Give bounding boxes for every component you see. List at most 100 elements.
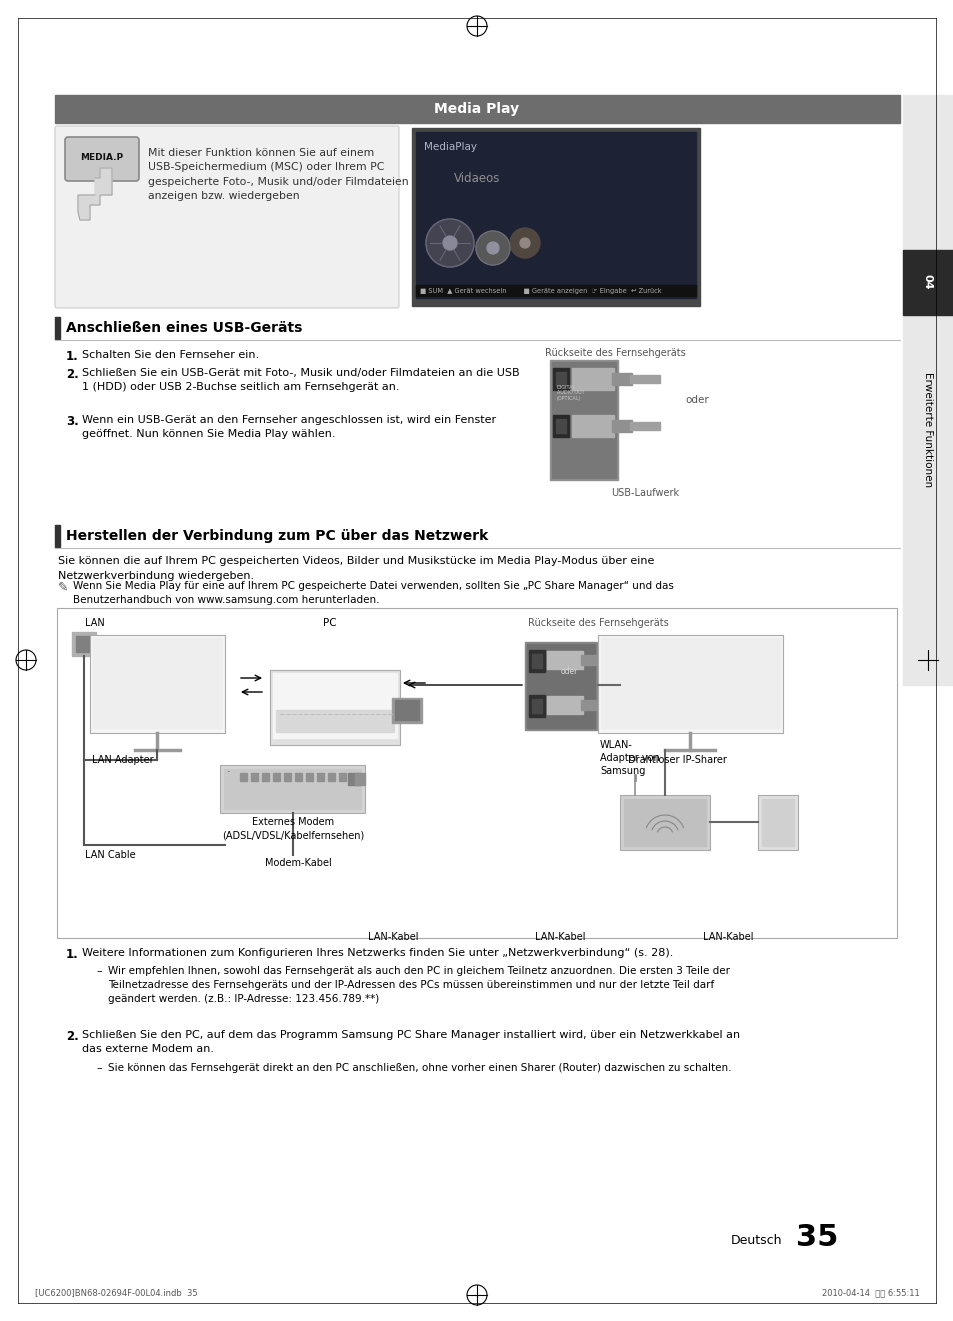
Text: Externes Modem
(ADSL/VDSL/Kabelfernsehen): Externes Modem (ADSL/VDSL/Kabelfernsehen… (222, 816, 364, 840)
Bar (275, 709, 394, 732)
Text: Wenn Sie Media Play für eine auf Ihrem PC gespeicherte Datei verwenden, sollten : Wenn Sie Media Play für eine auf Ihrem P… (73, 581, 673, 605)
Bar (572, 415, 614, 437)
Bar (612, 373, 631, 384)
Text: Schalten Sie den Fernseher ein.: Schalten Sie den Fernseher ein. (82, 350, 259, 361)
Bar (761, 799, 793, 845)
Text: LAN-Kabel: LAN-Kabel (367, 933, 417, 942)
Text: MediaPlay: MediaPlay (423, 141, 476, 152)
Text: Erweiterte Funktionen: Erweiterte Funktionen (923, 373, 932, 487)
Text: 35: 35 (795, 1222, 838, 1251)
Text: Anschließen eines USB-Geräts: Anschließen eines USB-Geräts (66, 321, 302, 336)
Bar (553, 415, 568, 437)
Text: Drahtloser IP-Sharer: Drahtloser IP-Sharer (627, 756, 726, 765)
Text: –: – (96, 1063, 102, 1073)
Text: LAN-Kabel: LAN-Kabel (702, 933, 753, 942)
Text: USB-Laufwerk: USB-Laufwerk (610, 487, 679, 498)
Text: Sie können das Fernsehgerät direkt an den PC anschließen, ohne vorher einen Shar: Sie können das Fernsehgerät direkt an de… (108, 1063, 731, 1073)
Text: WLAN-
Adapter von
Samsung: WLAN- Adapter von Samsung (599, 740, 659, 777)
Bar (355, 773, 365, 785)
Text: Schließen Sie ein USB-Gerät mit Foto-, Musik und/oder Filmdateien an die USB
1 (: Schließen Sie ein USB-Gerät mit Foto-, M… (82, 369, 519, 392)
Text: 2.: 2. (66, 369, 79, 380)
Bar (57, 608, 896, 938)
Bar (224, 769, 360, 808)
Text: Wir empfehlen Ihnen, sowohl das Fernsehgerät als auch den PC in gleichem Teilnet: Wir empfehlen Ihnen, sowohl das Fernsehg… (108, 966, 729, 1004)
Bar (612, 420, 631, 432)
Circle shape (510, 229, 539, 258)
Text: oder: oder (684, 395, 708, 406)
Bar (529, 650, 544, 672)
Bar (55, 95, 899, 123)
Bar (902, 95, 953, 686)
Text: Rückseite des Fernsehgeräts: Rückseite des Fernsehgeräts (527, 618, 668, 627)
Text: Deutsch: Deutsch (730, 1234, 781, 1247)
Bar (552, 362, 616, 478)
Bar (546, 651, 582, 668)
Bar (526, 645, 595, 728)
Circle shape (476, 231, 510, 266)
Bar (348, 773, 359, 785)
Bar (532, 654, 541, 668)
Text: Sie können die auf Ihrem PC gespeicherten Videos, Bilder und Musikstücke im Medi: Sie können die auf Ihrem PC gespeicherte… (58, 556, 654, 581)
Bar (240, 773, 247, 781)
Text: Vidaeos: Vidaeos (454, 172, 500, 185)
Bar (395, 700, 418, 720)
Bar (416, 132, 696, 299)
Text: MEDIA.P: MEDIA.P (80, 152, 124, 161)
Text: Schließen Sie den PC, auf dem das Programm Samsung PC Share Manager installiert : Schließen Sie den PC, auf dem das Progra… (82, 1030, 740, 1054)
Text: 1.: 1. (66, 948, 79, 960)
Bar (572, 369, 614, 390)
Text: 2010-04-14  오후 6:55:11: 2010-04-14 오후 6:55:11 (821, 1288, 919, 1297)
Bar (629, 375, 659, 383)
Bar (273, 773, 280, 781)
Bar (532, 699, 541, 713)
Bar (629, 421, 659, 431)
Text: oder: oder (559, 667, 578, 676)
Bar (550, 361, 618, 480)
Circle shape (426, 219, 474, 267)
Bar (546, 696, 582, 713)
Circle shape (486, 242, 498, 254)
Bar (556, 419, 565, 433)
Text: Weitere Informationen zum Konfigurieren Ihres Netzwerks finden Sie unter „Netzwe: Weitere Informationen zum Konfigurieren … (82, 948, 673, 958)
Bar (270, 670, 399, 745)
Bar (316, 773, 324, 781)
Text: Rückseite des Fernsehgeräts: Rückseite des Fernsehgeräts (544, 347, 685, 358)
Bar (529, 695, 544, 717)
Text: PC: PC (323, 618, 336, 627)
Text: 2.: 2. (66, 1030, 79, 1044)
Bar (328, 773, 335, 781)
Bar (556, 373, 565, 386)
Text: Modem-Kabel: Modem-Kabel (265, 859, 332, 868)
Bar (71, 631, 96, 657)
Bar (92, 638, 222, 728)
Text: LAN Adapter: LAN Adapter (91, 756, 153, 765)
Bar (294, 773, 302, 781)
Text: Media Play: Media Play (434, 102, 519, 116)
Bar (619, 795, 709, 849)
Bar (251, 773, 257, 781)
Bar (580, 700, 602, 709)
Bar (598, 635, 782, 733)
Bar (76, 635, 91, 653)
Bar (262, 773, 269, 781)
Bar (273, 672, 396, 738)
Bar (902, 250, 953, 314)
Text: DIGITAL
AUDIO OUT
(OPTICAL): DIGITAL AUDIO OUT (OPTICAL) (557, 384, 584, 402)
Bar (758, 795, 797, 849)
FancyBboxPatch shape (65, 137, 139, 181)
Text: .: . (227, 764, 231, 774)
Bar (220, 765, 365, 812)
Text: Wenn ein USB-Gerät an den Fernseher angeschlossen ist, wird ein Fenster
geöffnet: Wenn ein USB-Gerät an den Fernseher ange… (82, 415, 496, 439)
Bar (284, 773, 291, 781)
Text: Herstellen der Verbindung zum PC über das Netzwerk: Herstellen der Verbindung zum PC über da… (66, 528, 488, 543)
Bar (580, 655, 602, 664)
Bar (524, 642, 597, 731)
Text: 3.: 3. (66, 415, 79, 428)
Bar (306, 773, 313, 781)
Text: [UC6200]BN68-02694F-00L04.indb  35: [UC6200]BN68-02694F-00L04.indb 35 (35, 1288, 197, 1297)
Text: ■ SUM  ▲ Gerät wechseln        ■ Geräte anzeigen  ☞ Eingabe  ↩ Zurück: ■ SUM ▲ Gerät wechseln ■ Geräte anzeigen… (419, 288, 661, 295)
Bar (90, 635, 225, 733)
Bar (623, 799, 705, 845)
Text: –: – (96, 966, 102, 976)
Text: LAN Cable: LAN Cable (85, 849, 135, 860)
